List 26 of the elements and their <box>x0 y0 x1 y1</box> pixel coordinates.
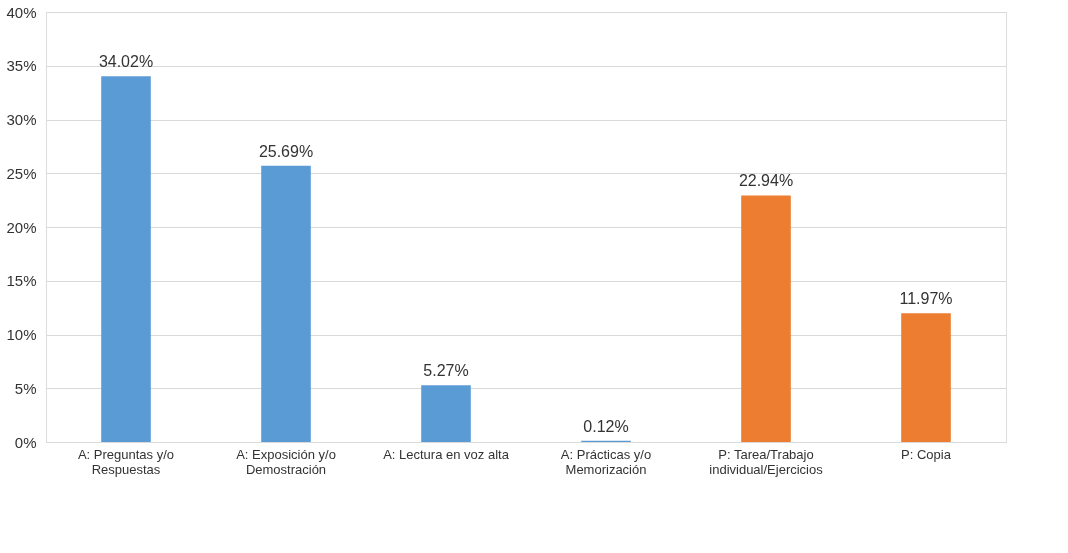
data-label: 11.97% <box>899 290 953 308</box>
bar <box>901 313 951 442</box>
y-tick-label: 5% <box>14 379 37 397</box>
data-label: 5.27% <box>423 362 469 380</box>
y-tick-label: 0% <box>14 433 37 451</box>
data-label: 34.02% <box>98 53 154 71</box>
x-tick-label: P: Copia <box>901 446 952 462</box>
x-tick-label: A: Lectura en voz alta <box>383 446 510 462</box>
data-label: 25.69% <box>258 142 314 160</box>
bar <box>741 195 791 442</box>
bar <box>261 165 311 442</box>
x-tick-label: P: Tarea/Trabajo individual/Ejercicios <box>709 446 824 477</box>
y-tick-label: 35% <box>6 57 37 75</box>
x-tick-label: A: Prácticas y/o Memorización <box>560 446 652 477</box>
bar <box>101 76 151 442</box>
y-tick-label: 15% <box>6 272 37 290</box>
data-label: 22.94% <box>738 172 794 190</box>
x-tick-label: A: Preguntas y/o Respuestas <box>77 446 175 477</box>
y-tick-label: 30% <box>6 111 37 128</box>
data-label: 0.12% <box>583 417 629 435</box>
x-tick-label: A: Exposición y/o Demostración <box>236 446 336 477</box>
y-tick-label: 25% <box>6 164 37 182</box>
y-tick-label: 40% <box>6 3 37 21</box>
y-tick-label: 20% <box>6 218 37 236</box>
bar <box>421 385 471 442</box>
y-tick-label: 10% <box>6 326 37 343</box>
